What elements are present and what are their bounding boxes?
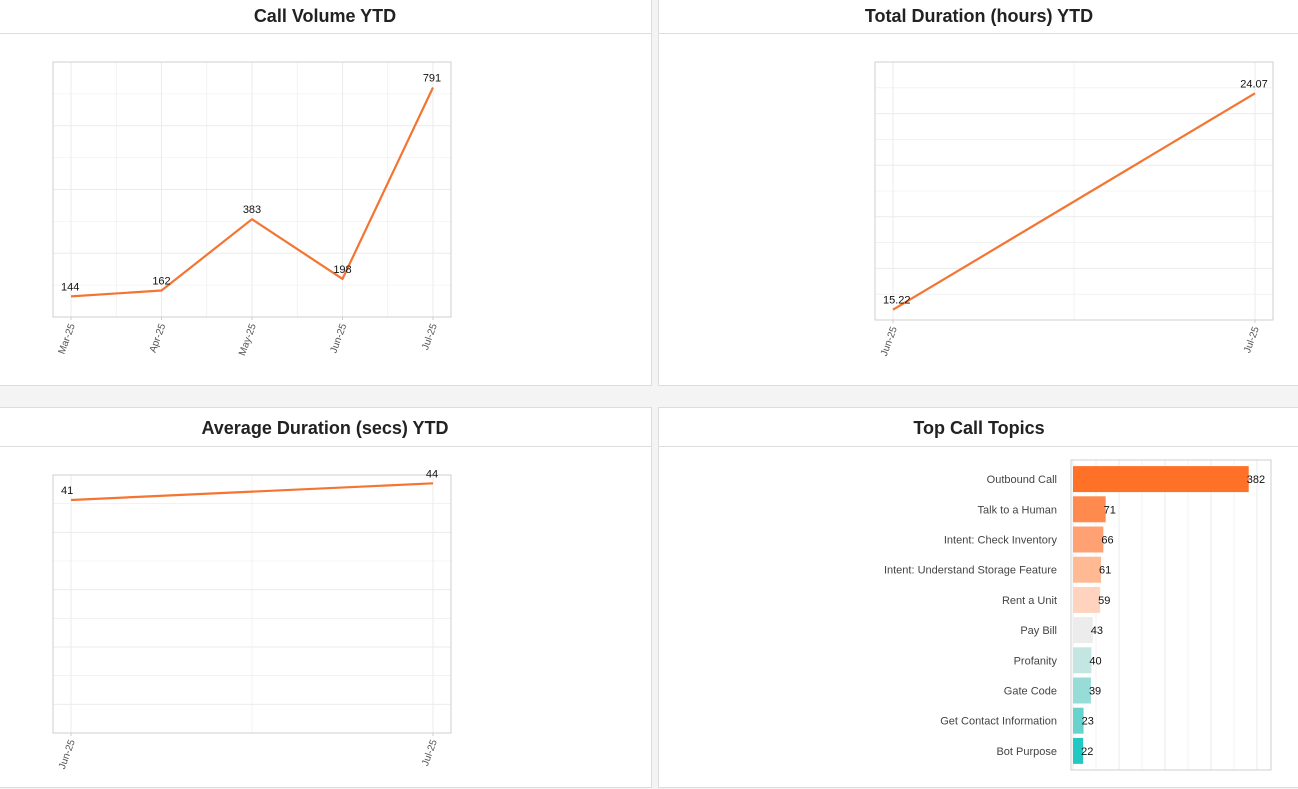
bar [1073,677,1091,704]
bar [1073,737,1084,764]
total-duration-title: Total Duration (hours) YTD [659,0,1298,34]
call-volume-panel: Call Volume YTD 144 162 383 198 791 Mar-25 Apr… [0,0,652,386]
data-label: 162 [152,276,170,288]
plot-frame [52,474,452,734]
category-label: Pay Bill [1020,625,1057,637]
category-label: Bot Purpose [996,746,1057,758]
bar [1073,617,1093,644]
bar [1073,466,1249,493]
data-label: 24.07 [1240,78,1268,90]
data-label: 198 [333,264,351,276]
avg-duration-panel: Average Duration (secs) YTD 41 44 Jun-25 Ju… [0,407,652,788]
x-tick-label: Mar-25 [57,322,78,356]
category-label: Talk to a Human [978,504,1057,516]
bar-value-label: 22 [1081,746,1093,758]
category-label: Intent: Understand Storage Feature [884,565,1057,577]
x-tick-label: May-25 [237,322,259,358]
category-label: Gate Code [1004,686,1057,698]
bar-value-label: 66 [1101,535,1113,547]
avg-duration-chart: 41 44 Jun-25 Jul-25 [52,468,452,771]
x-tick-label: Jul-25 [420,738,440,768]
plot-frame [874,61,1274,321]
x-tick-label: Jul-25 [1242,325,1262,355]
bar-value-label: 40 [1089,655,1101,667]
category-label: Profanity [1014,655,1058,667]
total-duration-chart: 15.22 24.07 Jun-25 Jul-25 [874,61,1274,358]
bar [1073,647,1092,674]
bar-value-label: 71 [1104,504,1116,516]
data-label: 144 [61,281,79,293]
bar-value-label: 59 [1098,595,1110,607]
bar-value-label: 43 [1091,625,1103,637]
series-line [70,87,434,298]
bar-value-label: 61 [1099,565,1111,577]
x-tick-label: Jun-25 [879,325,900,358]
call-volume-title: Call Volume YTD [0,0,651,34]
x-tick-label: Jul-25 [420,322,440,352]
bar [1073,526,1104,553]
bar-value-label: 382 [1247,474,1265,486]
category-label: Get Contact Information [940,716,1057,728]
bar-value-label: 23 [1082,716,1094,728]
data-label: 791 [423,73,441,85]
top-topics-panel: Top Call Topics 382 Outbound Call 71 Talk t… [658,407,1298,788]
bar [1073,556,1102,583]
x-tick-label: Jun-25 [57,738,78,771]
category-label: Rent a Unit [1002,595,1057,607]
plot-frame [1070,459,1272,771]
data-label: 44 [426,468,438,480]
x-tick-label: Jun-25 [329,322,350,355]
top-topics-title: Top Call Topics [659,408,1298,447]
series-line [70,482,434,502]
category-label: Intent: Check Inventory [944,535,1058,547]
bar [1073,496,1106,523]
x-tick-label: Apr-25 [148,322,169,354]
bar [1073,707,1084,734]
bar [1073,586,1101,613]
top-topics-chart: 382 Outbound Call 71 Talk to a Human 66 Inten… [884,459,1272,771]
data-label: 383 [243,204,261,216]
data-label: 41 [61,485,73,497]
data-label: 15.22 [883,295,911,307]
bar-value-label: 39 [1089,686,1101,698]
avg-duration-title: Average Duration (secs) YTD [0,408,651,447]
series-line [892,92,1256,311]
category-label: Outbound Call [987,474,1057,486]
total-duration-panel: Total Duration (hours) YTD 15.22 24.07 Jun… [658,0,1298,386]
call-volume-chart: 144 162 383 198 791 Mar-25 Apr-25 May-25 Jun-25 J… [52,61,452,358]
